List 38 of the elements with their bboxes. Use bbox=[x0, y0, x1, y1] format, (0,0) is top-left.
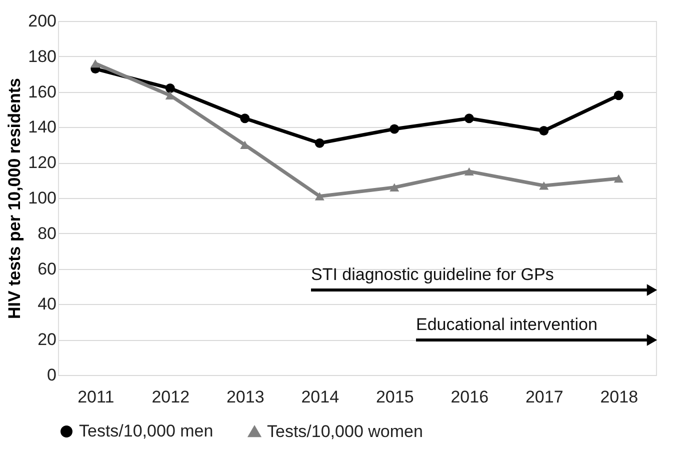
point bbox=[539, 126, 549, 136]
point bbox=[614, 90, 624, 100]
point bbox=[90, 59, 100, 68]
point bbox=[165, 84, 175, 93]
x-tick-label: 2018 bbox=[600, 388, 638, 406]
point bbox=[314, 192, 324, 200]
x-tick-label: 2016 bbox=[450, 388, 489, 406]
point bbox=[539, 182, 549, 190]
x-tick-label: 2015 bbox=[376, 388, 414, 406]
x-tick-label: 2012 bbox=[152, 388, 190, 406]
y-tick-label: 20 bbox=[38, 330, 56, 350]
point bbox=[464, 114, 474, 124]
annotation: STI diagnostic guideline for GPs bbox=[311, 265, 554, 284]
x-tick-label: 2011 bbox=[78, 388, 114, 406]
y-tick-label: 100 bbox=[28, 188, 56, 208]
y-tick-label: 160 bbox=[28, 82, 56, 102]
point bbox=[614, 174, 624, 183]
y-tick-label: 180 bbox=[28, 46, 56, 66]
point bbox=[390, 124, 400, 134]
y-tick-label: 40 bbox=[38, 294, 56, 314]
point bbox=[464, 167, 474, 176]
point bbox=[240, 114, 250, 124]
point bbox=[390, 183, 400, 192]
annotation: Educational intervention bbox=[416, 315, 598, 334]
x-tick-label: 2014 bbox=[301, 388, 340, 406]
x-tick-label: 2017 bbox=[525, 388, 564, 406]
x-tick-label: 2013 bbox=[226, 388, 264, 406]
y-tick-label: 60 bbox=[38, 259, 56, 278]
legend-label: Tests/10,000 women bbox=[267, 422, 423, 441]
y-tick-label: 0 bbox=[47, 366, 56, 384]
y-axis-title: HIV tests per 10,000 residents bbox=[5, 78, 24, 319]
y-tick-label: 200 bbox=[28, 12, 56, 30]
point bbox=[165, 91, 175, 100]
y-tick-label: 120 bbox=[28, 153, 56, 172]
point bbox=[314, 138, 324, 148]
y-tick-label: 80 bbox=[38, 224, 56, 243]
legend-label: Tests/10,000 men bbox=[79, 422, 214, 441]
y-tick-label: 140 bbox=[28, 118, 56, 137]
